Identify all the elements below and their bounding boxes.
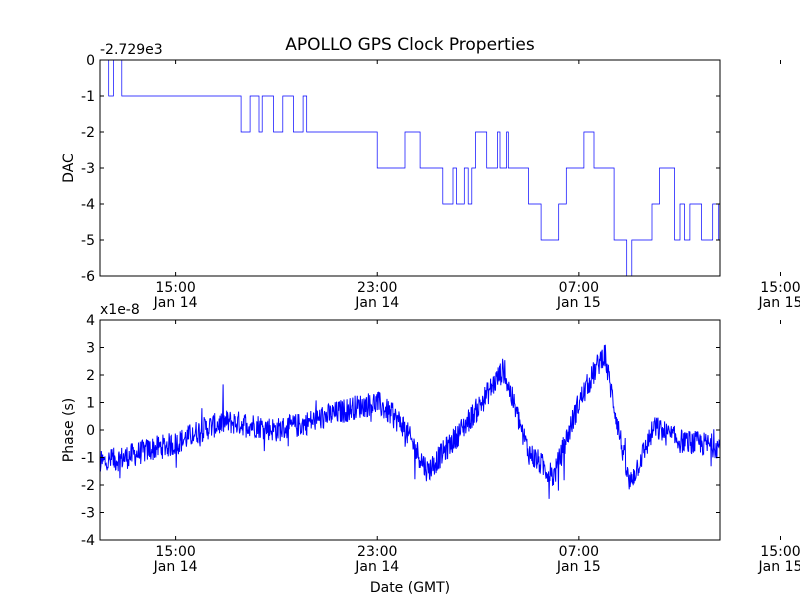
x-tick-time-label: 15:00 — [760, 544, 800, 560]
y-tick-label: -1 — [81, 451, 95, 467]
y-tick-label: 2 — [86, 368, 95, 384]
y-tick-label: -3 — [81, 161, 95, 177]
y-tick-label: -4 — [81, 533, 95, 549]
y-axis-label: Phase (s) — [61, 398, 77, 462]
y-tick-label: 0 — [86, 423, 95, 439]
y-tick-label: -2 — [81, 125, 95, 141]
y-tick-label: -1 — [81, 89, 95, 105]
x-tick-date-label: Jan 14 — [153, 295, 198, 311]
dac-series-line — [100, 60, 720, 276]
x-tick-date-label: Jan 14 — [354, 559, 399, 575]
y-tick-label: -3 — [81, 506, 95, 522]
x-tick-time-label: 15:00 — [155, 280, 195, 296]
y-axis-label: DAC — [61, 153, 77, 183]
x-tick-date-label: Jan 15 — [556, 295, 601, 311]
x-tick-time-label: 07:00 — [559, 280, 599, 296]
x-tick-time-label: 07:00 — [559, 544, 599, 560]
x-tick-date-label: Jan 15 — [758, 559, 800, 575]
y-tick-label: -2 — [81, 478, 95, 494]
x-tick-time-label: 15:00 — [155, 544, 195, 560]
y-tick-label: 0 — [86, 53, 95, 69]
y-tick-label: 1 — [86, 396, 95, 412]
y-tick-label: 3 — [86, 341, 95, 357]
axis-offset-label: -2.729e3 — [100, 42, 163, 58]
x-tick-date-label: Jan 14 — [354, 295, 399, 311]
y-tick-label: -6 — [81, 269, 95, 285]
x-tick-date-label: Jan 15 — [556, 559, 601, 575]
x-tick-date-label: Jan 14 — [153, 559, 198, 575]
x-tick-time-label: 23:00 — [357, 280, 397, 296]
y-tick-label: -4 — [81, 197, 95, 213]
x-axis-label: Date (GMT) — [370, 580, 450, 596]
x-tick-time-label: 23:00 — [357, 544, 397, 560]
axis-offset-label: x1e-8 — [100, 302, 140, 318]
x-tick-date-label: Jan 15 — [758, 295, 800, 311]
y-tick-label: 4 — [86, 313, 95, 329]
figure-title: APOLLO GPS Clock Properties — [285, 35, 535, 55]
x-tick-time-label: 15:00 — [760, 280, 800, 296]
phase-series-line — [100, 344, 720, 499]
y-tick-label: -5 — [81, 233, 95, 249]
